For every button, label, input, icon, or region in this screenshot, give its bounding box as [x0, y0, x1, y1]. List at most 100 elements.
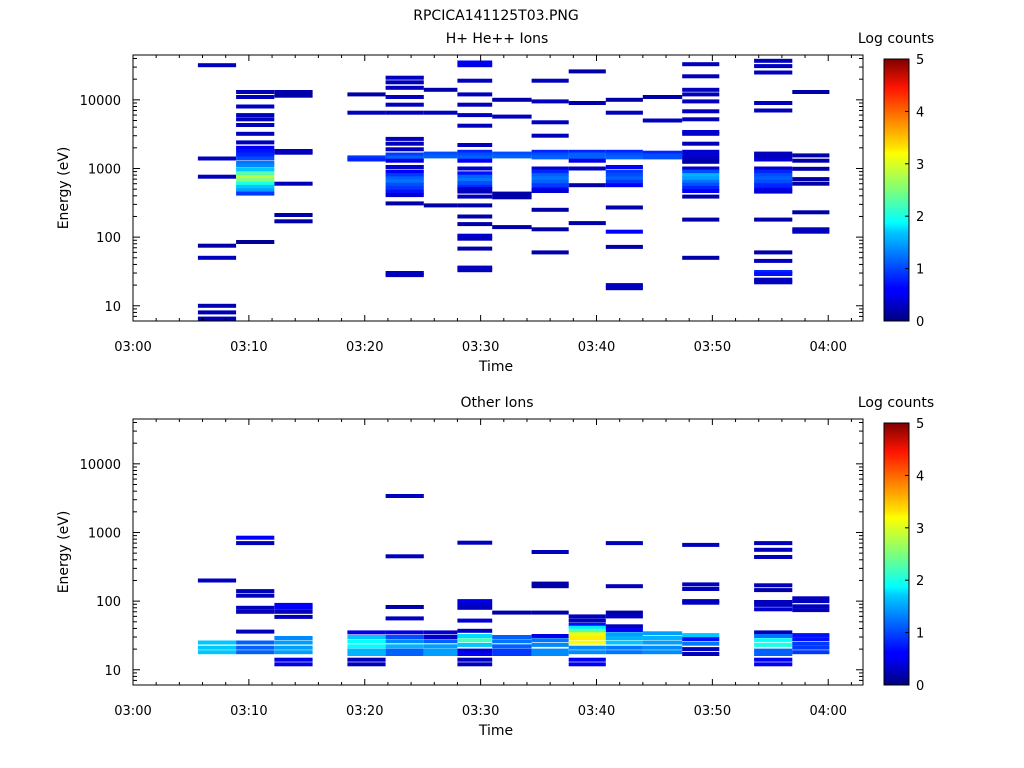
heatmap-cell — [423, 151, 458, 156]
heatmap-cell — [754, 108, 793, 113]
heatmap-cell — [531, 179, 569, 184]
heatmap-cell — [385, 95, 424, 99]
heatmap-cell — [568, 632, 606, 637]
heatmap-cell — [385, 85, 424, 90]
heatmap-cell — [236, 161, 275, 165]
heatmap-cell — [385, 644, 424, 649]
heatmap-cell — [347, 157, 386, 162]
heatmap-cell — [236, 629, 275, 634]
heatmap-cell — [792, 210, 830, 215]
heatmap-cell — [385, 165, 424, 169]
heatmap-cell — [754, 638, 793, 643]
heatmap-cell — [682, 92, 720, 97]
heatmap-cell — [531, 133, 569, 138]
heatmap-cell — [385, 141, 424, 146]
heatmap-cell — [385, 80, 424, 85]
heatmap-cell — [385, 273, 424, 278]
heatmap-cell — [274, 614, 313, 619]
heatmap-cell — [642, 118, 683, 123]
heatmap-cell — [754, 600, 793, 604]
x-axis-label: Time — [478, 723, 513, 739]
heatmap-cell — [197, 310, 237, 315]
plot-frame — [132, 418, 864, 686]
heatmap-cell — [385, 182, 424, 187]
heatmap-cell — [236, 191, 275, 196]
heatmap-cell — [531, 176, 569, 181]
heatmap-cell — [754, 258, 793, 263]
heatmap-cell — [531, 634, 569, 638]
heatmap-cell — [274, 213, 313, 217]
heatmap-cell — [236, 95, 275, 99]
heatmap-cell — [423, 630, 458, 635]
heatmap-cell — [457, 662, 493, 667]
heatmap-cell — [754, 169, 793, 174]
heatmap-cell — [457, 602, 493, 607]
x-tick-label: 03:20 — [346, 704, 383, 719]
heatmap-cell — [457, 638, 493, 643]
heatmap-cell — [682, 99, 720, 104]
heatmap-cell — [754, 151, 793, 156]
heatmap-cell — [385, 155, 424, 160]
colorbar — [883, 58, 910, 322]
heatmap-cell — [236, 156, 275, 161]
heatmap-cell — [457, 174, 493, 179]
heatmap-cell — [197, 303, 237, 308]
heatmap-cell — [385, 136, 424, 141]
heatmap-cell — [457, 60, 493, 65]
heatmap-cell — [682, 169, 720, 174]
y-tick-label: 1000 — [88, 162, 121, 177]
heatmap-cell — [605, 173, 643, 178]
heatmap-cell — [385, 648, 424, 653]
heatmap-cell — [347, 630, 386, 635]
heatmap-cell — [423, 635, 458, 639]
heatmap-cell — [457, 78, 493, 83]
figure-title: RPCICA141125T03.PNG — [413, 8, 578, 24]
x-axis: 03:00 03:10 03:20 03:30 03:40 03:50 04:00 — [114, 419, 852, 719]
colorbar-tick-label: 1 — [916, 263, 924, 278]
heatmap-cell — [457, 181, 493, 186]
heatmap-cell — [197, 255, 237, 260]
heatmap-cell — [605, 152, 643, 157]
heatmap-cell — [385, 639, 424, 644]
heatmap-cell — [568, 69, 606, 74]
heatmap-cell — [682, 141, 720, 146]
heatmap-cell — [605, 610, 643, 615]
heatmap-cell — [792, 229, 830, 234]
heatmap-cell — [274, 602, 313, 607]
heatmap-cell — [457, 63, 493, 68]
heatmap-cell — [197, 63, 237, 68]
y-tick-label: 100 — [96, 231, 121, 246]
heatmap-cell — [605, 645, 643, 650]
y-tick-label: 10 — [104, 664, 121, 679]
heatmap-cell — [457, 152, 493, 157]
x-tick-label: 03:10 — [230, 340, 267, 355]
heatmap-cell — [605, 541, 643, 546]
heatmap-cell — [568, 155, 606, 160]
heatmap-cell — [236, 184, 275, 189]
y-tick-label: 10000 — [80, 94, 121, 109]
heatmap-cell — [457, 540, 493, 545]
heatmap-cell — [274, 90, 313, 94]
y-axis: 10 100 1000 10000 — [80, 58, 863, 322]
heatmap-cell — [236, 640, 275, 645]
heatmap-cell — [754, 250, 793, 255]
heatmap-cell — [423, 110, 458, 115]
heatmap-cell — [197, 640, 237, 645]
heatmap-cell — [385, 158, 424, 163]
heatmap-cell — [792, 645, 830, 650]
heatmap-cell — [236, 188, 275, 193]
heatmap-cell — [754, 154, 793, 159]
x-tick-label: 03:40 — [578, 340, 615, 355]
heatmap-cell — [754, 189, 793, 194]
heatmap-cells — [197, 58, 830, 321]
heatmap-cell — [682, 647, 720, 652]
heatmap-cell — [236, 113, 275, 118]
heatmap-cell — [682, 600, 720, 605]
heatmap-cell — [457, 657, 493, 662]
heatmap-cell — [682, 582, 720, 587]
heatmap-cell — [457, 113, 493, 118]
heatmap-cell — [682, 166, 720, 171]
heatmap-cell — [605, 169, 643, 174]
colorbar-tick-label: 4 — [916, 105, 924, 120]
heatmap-cell — [568, 622, 606, 627]
